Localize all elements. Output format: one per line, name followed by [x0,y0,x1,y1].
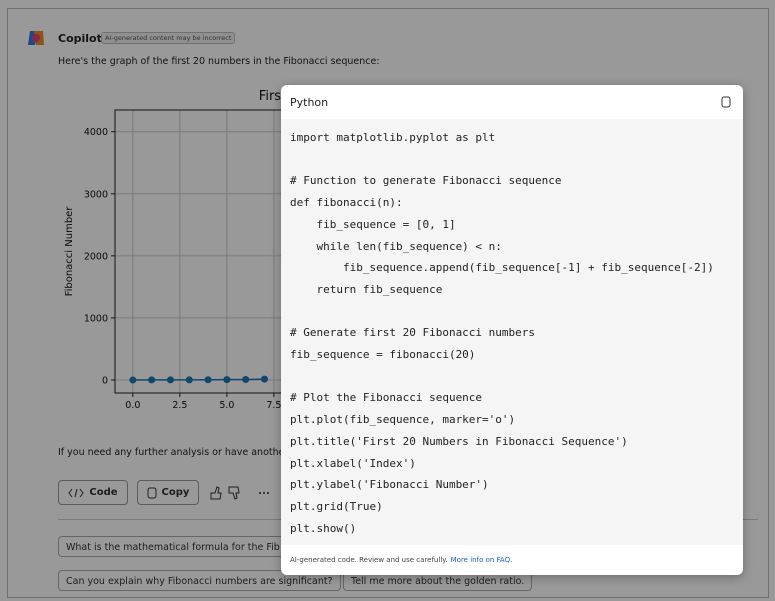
y-tick-label: 3000 [84,189,108,200]
footer-note: AI-generated code. Review and use carefu… [290,556,448,564]
data-point [148,376,156,384]
badge: AI-generated content may be incorrect [101,32,236,44]
y-tick-label: 1000 [84,313,108,324]
copilot-logo [28,31,44,45]
data-point [260,375,268,383]
y-axis-label: Fibonacci Number [64,206,75,297]
intro-text: Here's the graph of the first 20 numbers… [58,56,380,67]
code-area: import matplotlib.pyplot as plt # Functi… [281,119,743,545]
copy-icon [147,487,157,498]
y-tick-label: 2000 [84,251,108,262]
modal-header: Python [281,85,743,119]
x-tick-label: 0.0 [125,400,140,411]
feedback-icons[interactable] [208,485,278,501]
x-tick-label: 7.5 [266,400,281,411]
modal-copy-icon[interactable] [721,96,731,108]
followup-text: If you need any further analysis or have… [58,447,285,458]
suggestion[interactable]: Can you explain why Fibonacci numbers ar… [58,570,341,591]
modal-title: Python [290,95,329,109]
app-name: Copilot [58,32,102,45]
data-point [166,376,174,384]
copy-label: Copy [161,487,190,498]
data-point [242,375,250,383]
code-label: Code [89,487,118,498]
y-tick-label: 4000 [84,127,108,138]
modal-footer: AI-generated code. Review and use carefu… [281,545,743,575]
x-tick-label: 2.5 [172,400,187,411]
code-button[interactable]: Code [58,480,128,505]
data-point [185,376,193,384]
code-modal: Python import matplotlib.pyplot as plt #… [281,85,743,575]
y-tick-label: 0 [102,375,108,386]
copy-button[interactable]: Copy [137,480,199,505]
x-tick-label: 5.0 [219,400,234,411]
data-point [204,376,212,384]
code-icon [68,488,85,497]
data-point [129,376,137,384]
data-point [223,376,231,384]
footer-link[interactable]: More info on FAQ. [450,556,513,564]
code: import matplotlib.pyplot as plt # Functi… [290,131,714,535]
